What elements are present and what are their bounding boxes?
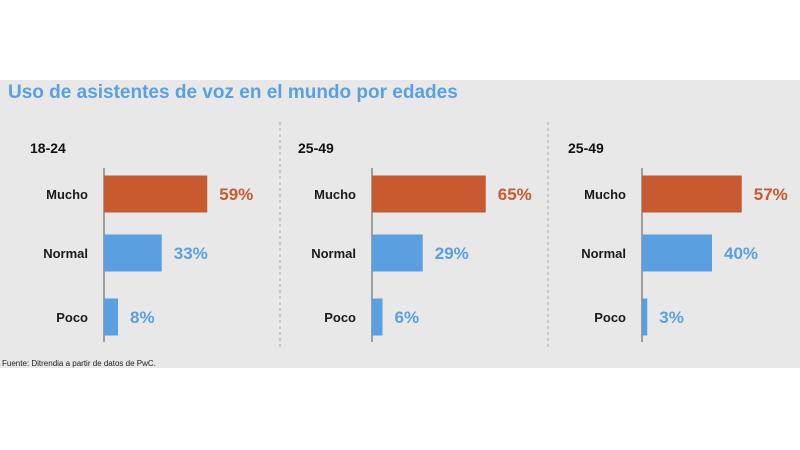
group-label: 18-24 bbox=[30, 140, 66, 156]
category-label: Mucho bbox=[314, 187, 356, 202]
category-label: Poco bbox=[56, 310, 88, 325]
bar-mucho bbox=[372, 175, 486, 213]
bar-mucho bbox=[104, 175, 208, 213]
category-label: Poco bbox=[324, 310, 356, 325]
bar-mucho bbox=[642, 175, 742, 213]
data-label: 33% bbox=[174, 244, 208, 263]
chart-area: 18-24 Mucho 59% Normal 33% Poco 8% 25-49 Mucho 65… bbox=[30, 122, 788, 348]
data-label: 3% bbox=[659, 308, 684, 327]
chart-title: Uso de asistentes de voz en el mundo por… bbox=[8, 82, 458, 103]
bar-poco bbox=[642, 298, 648, 336]
data-label: 40% bbox=[724, 244, 758, 263]
bar-poco bbox=[372, 298, 383, 336]
data-label: 65% bbox=[498, 185, 532, 204]
group-label: 25-49 bbox=[568, 140, 604, 156]
bar-normal bbox=[372, 234, 423, 272]
data-label: 57% bbox=[754, 185, 788, 204]
category-label: Normal bbox=[581, 246, 626, 261]
data-label: 29% bbox=[435, 244, 469, 263]
data-label: 6% bbox=[395, 308, 420, 327]
bar-normal bbox=[104, 234, 162, 272]
bar-poco bbox=[104, 298, 118, 336]
category-label: Poco bbox=[594, 310, 626, 325]
bar-normal bbox=[642, 234, 712, 272]
category-label: Normal bbox=[43, 246, 88, 261]
data-label: 59% bbox=[219, 185, 253, 204]
category-label: Mucho bbox=[584, 187, 626, 202]
source-note: Fuente: Ditrendia a partir de datos de P… bbox=[2, 359, 156, 368]
group-label: 25-49 bbox=[298, 140, 334, 156]
category-label: Mucho bbox=[46, 187, 88, 202]
data-label: 8% bbox=[130, 308, 155, 327]
category-label: Normal bbox=[311, 246, 356, 261]
chart-panel: Uso de asistentes de voz en el mundo por… bbox=[0, 80, 800, 368]
